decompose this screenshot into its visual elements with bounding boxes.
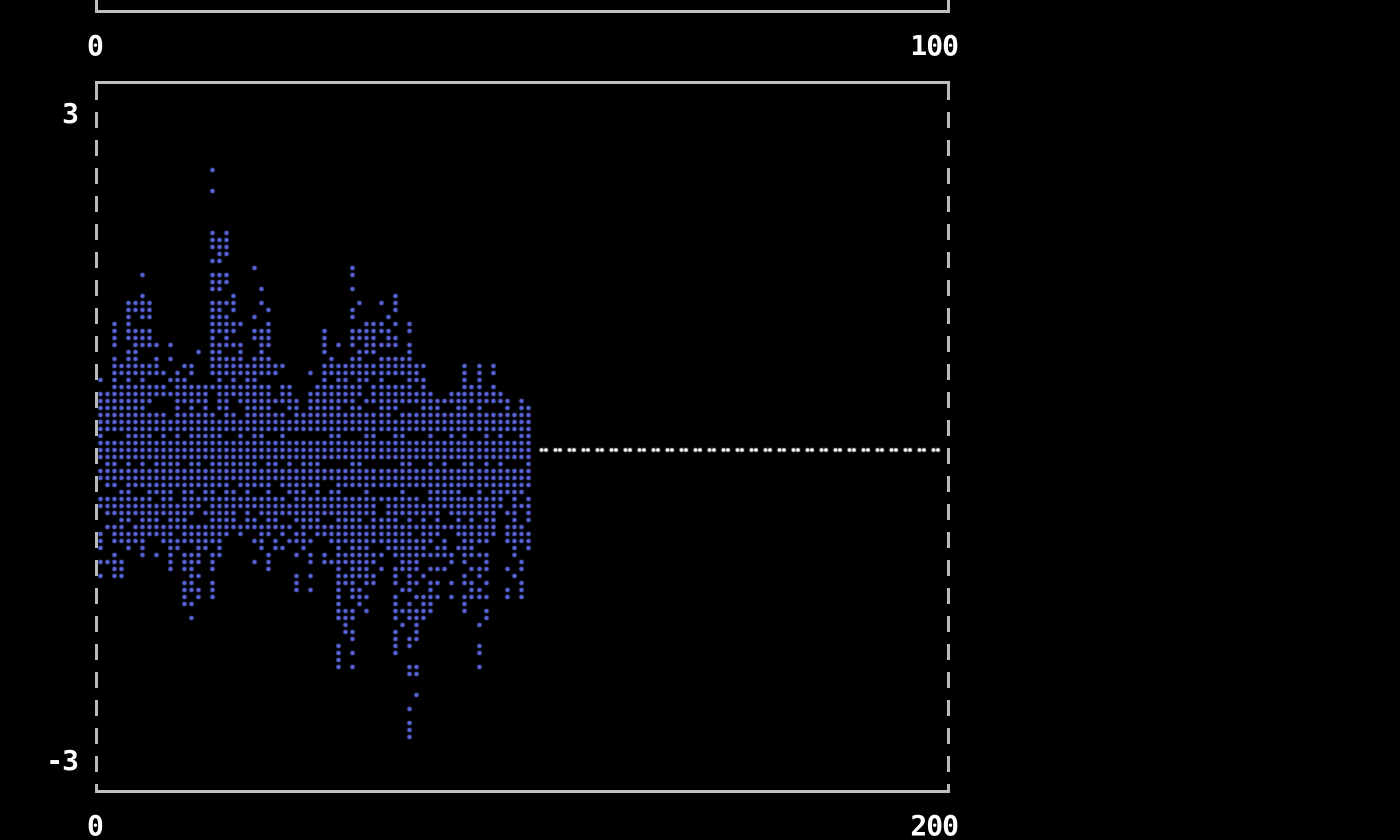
scatter-points-canvas	[0, 0, 1400, 840]
terminal-screen: 0 100 3 -3 0 200	[0, 0, 1400, 840]
